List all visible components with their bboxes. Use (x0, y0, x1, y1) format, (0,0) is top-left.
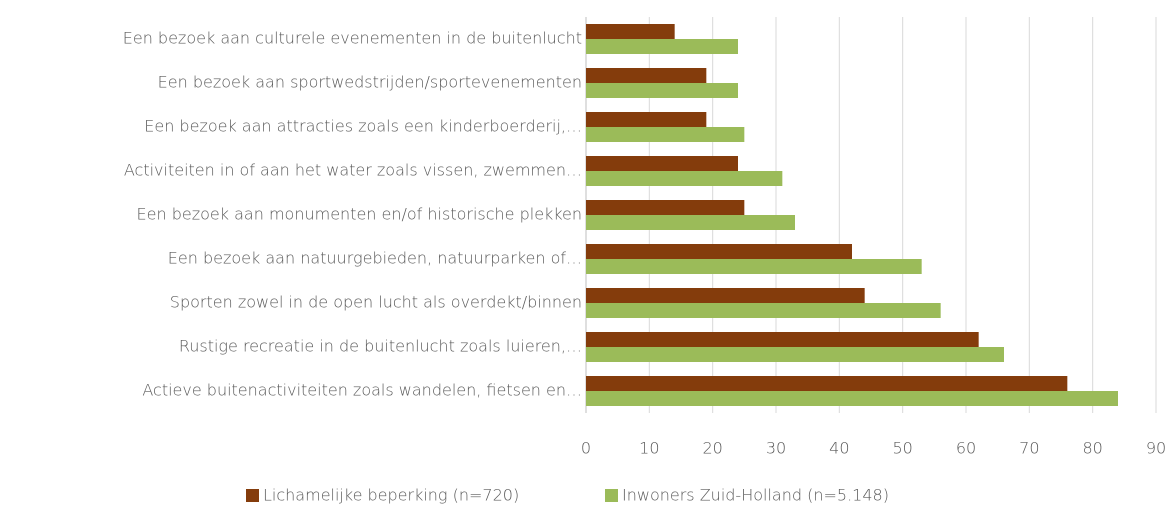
bar (586, 391, 1118, 406)
x-tick-label: 40 (829, 439, 849, 458)
x-tick-label: 90 (1146, 439, 1166, 458)
bar (586, 376, 1068, 391)
y-tick-label: Een bezoek aan monumenten en/of historis… (137, 205, 582, 224)
y-tick-label: Een bezoek aan sportwedstrijden/sporteve… (158, 73, 582, 92)
bar (586, 288, 865, 303)
y-tick-label: Een bezoek aan culturele evenementen in … (123, 29, 582, 48)
bar (586, 215, 795, 230)
legend-label: Lichamelijke beperking (n=720) (263, 486, 519, 505)
x-tick-label: 70 (1019, 439, 1039, 458)
x-tick-label: 0 (581, 439, 591, 458)
bar (586, 127, 745, 142)
y-tick-label: Een bezoek aan attracties zoals een kind… (144, 117, 582, 136)
bar (586, 156, 738, 171)
bar (586, 303, 941, 318)
legend-swatch (246, 489, 259, 502)
legend-label: Inwoners Zuid-Holland (n=5.148) (622, 486, 889, 505)
bar (586, 83, 738, 98)
y-tick-label: Activiteiten in of aan het water zoals v… (124, 161, 582, 180)
x-tick-label: 80 (1082, 439, 1102, 458)
y-tick-label: Een bezoek aan natuurgebieden, natuurpar… (168, 249, 582, 268)
y-tick-label: Sporten zowel in de open lucht als overd… (170, 293, 582, 312)
x-tick-label: 50 (892, 439, 912, 458)
bar (586, 347, 1004, 362)
x-tick-label: 30 (766, 439, 786, 458)
bar (586, 39, 738, 54)
bar (586, 24, 675, 39)
y-tick-label: Actieve buitenactiviteiten zoals wandele… (142, 381, 582, 400)
x-tick-label: 20 (702, 439, 722, 458)
bar (586, 68, 707, 83)
bar (586, 332, 979, 347)
x-tick-label: 10 (639, 439, 659, 458)
bar (586, 244, 852, 259)
bar (586, 259, 922, 274)
legend-swatch (605, 489, 618, 502)
bar (586, 200, 745, 215)
x-tick-label: 60 (956, 439, 976, 458)
bar (586, 171, 783, 186)
y-tick-label: Rustige recreatie in de buitenlucht zoal… (179, 337, 582, 356)
bar (586, 112, 707, 127)
